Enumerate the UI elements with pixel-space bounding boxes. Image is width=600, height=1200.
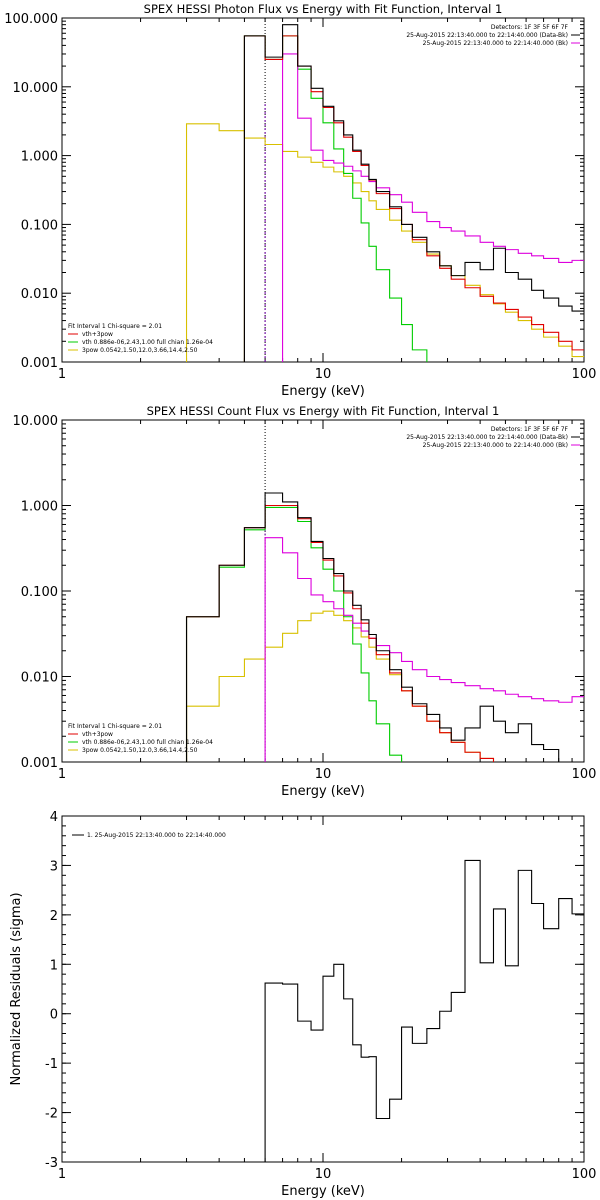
y-tick-label: 4 (50, 810, 58, 825)
x-tick-label: 100 (572, 1167, 597, 1182)
legend-bl-entry: 3pow 0.0542,1.50,12.0,3.66,14.4,2.50 (82, 747, 198, 754)
series-background-line (282, 53, 584, 362)
y-tick-label: 10.000 (13, 81, 59, 96)
y-tick-label: 1 (50, 958, 58, 973)
y-tick-label: 0.100 (21, 218, 58, 233)
x-tick-label: 10 (315, 1167, 332, 1182)
y-axis-label: Normalized Residuals (sigma) (9, 892, 24, 1085)
series-total-line (264, 859, 584, 1162)
legend-bl-entry: vth 0.886e-06,2.43,1.00 full chian 1.26e… (82, 339, 213, 346)
x-tick-label: 100 (572, 367, 597, 382)
legend-bl-entry: vth+3pow (82, 331, 113, 338)
chart-panel-2: SPEX HESSI Count Flux vs Energy with Fit… (13, 404, 597, 799)
y-tick-label: -3 (45, 1156, 58, 1171)
y-tick-label: 10.000 (13, 414, 59, 429)
x-tick-label: 10 (315, 767, 332, 782)
x-axis-label: Energy (keV) (281, 384, 365, 399)
series-fit_sum-line (243, 35, 584, 362)
legend-tr-entry: 25-Aug-2015 22:13:40.000 to 22:14:40.000… (423, 40, 568, 47)
legend-bl-entry: vth+3pow (82, 731, 113, 738)
chart-title: SPEX HESSI Count Flux vs Energy with Fit… (147, 404, 500, 418)
x-axis-label: Energy (keV) (281, 1184, 365, 1199)
legend-tr-entry: Detectors: 1F 3F 5F 6F 7F (491, 24, 569, 31)
series-powerlaw-line (185, 610, 495, 762)
y-tick-label: 0.010 (21, 671, 58, 686)
legend-bl-entry: 3pow 0.0542,1.50,12.0,3.66,14.4,2.50 (82, 347, 198, 354)
y-tick-label: 1.000 (21, 500, 58, 515)
y-tick-label: 0.010 (21, 287, 58, 302)
y-tick-label: 0.100 (21, 585, 58, 600)
data-area (185, 420, 584, 762)
series-thermal-line (243, 35, 428, 362)
legend-tr-entry: Detectors: 1F 3F 5F 6F 7F (491, 426, 569, 433)
plot-frame (61, 419, 585, 763)
data-area (264, 859, 584, 1162)
y-tick-label: 100.000 (4, 12, 58, 27)
y-tick-label: 0.001 (21, 756, 58, 771)
series-total-line (185, 492, 584, 762)
y-tick-label: 0.001 (21, 356, 58, 371)
x-tick-label: 1 (58, 767, 66, 782)
y-tick-label: 0 (50, 1008, 58, 1023)
chart-panel-1: SPEX HESSI Photon Flux vs Energy with Fi… (4, 2, 597, 399)
legend-tr-entry: 25-Aug-2015 22:13:40.000 to 22:14:40.000… (406, 32, 568, 39)
legend-bl-entry: Fit Interval 1 Chi-square = 2.01 (68, 723, 162, 730)
y-tick-label: -1 (45, 1057, 58, 1072)
x-tick-label: 1 (58, 1167, 66, 1182)
series-total-line (243, 24, 584, 362)
series-background-line (264, 537, 584, 762)
chart-panel-3: 1 10 100 Energy (keV) -3 -2 -1 0 1 2 3 4 Normalized … (9, 810, 597, 1199)
legend-tr-entry: 25-Aug-2015 22:13:40.000 to 22:14:40.000… (423, 442, 568, 449)
x-axis-label: Energy (keV) (281, 784, 365, 799)
legend-bl-entry: Fit Interval 1 Chi-square = 2.01 (68, 323, 162, 330)
legend-bl-entry: vth 0.886e-06,2.43,1.00 full chian 1.26e… (82, 739, 213, 746)
y-tick-label: -2 (45, 1107, 58, 1122)
y-tick-label: 2 (50, 909, 58, 924)
series-powerlaw-line (185, 123, 584, 362)
x-tick-label: 1 (58, 367, 66, 382)
legend-tl-entry: 1. 25-Aug-2015 22:13:40.000 to 22:14:40.… (87, 832, 226, 839)
x-tick-label: 100 (572, 767, 597, 782)
chart-title: SPEX HESSI Photon Flux vs Energy with Fi… (144, 2, 503, 16)
data-area (185, 18, 584, 362)
y-tick-label: 1.000 (21, 150, 58, 165)
y-tick-label: 3 (50, 859, 58, 874)
series-thermal-line (185, 506, 403, 762)
legend-tr-entry: 25-Aug-2015 22:13:40.000 to 22:14:40.000… (406, 434, 568, 441)
x-tick-label: 10 (315, 367, 332, 382)
